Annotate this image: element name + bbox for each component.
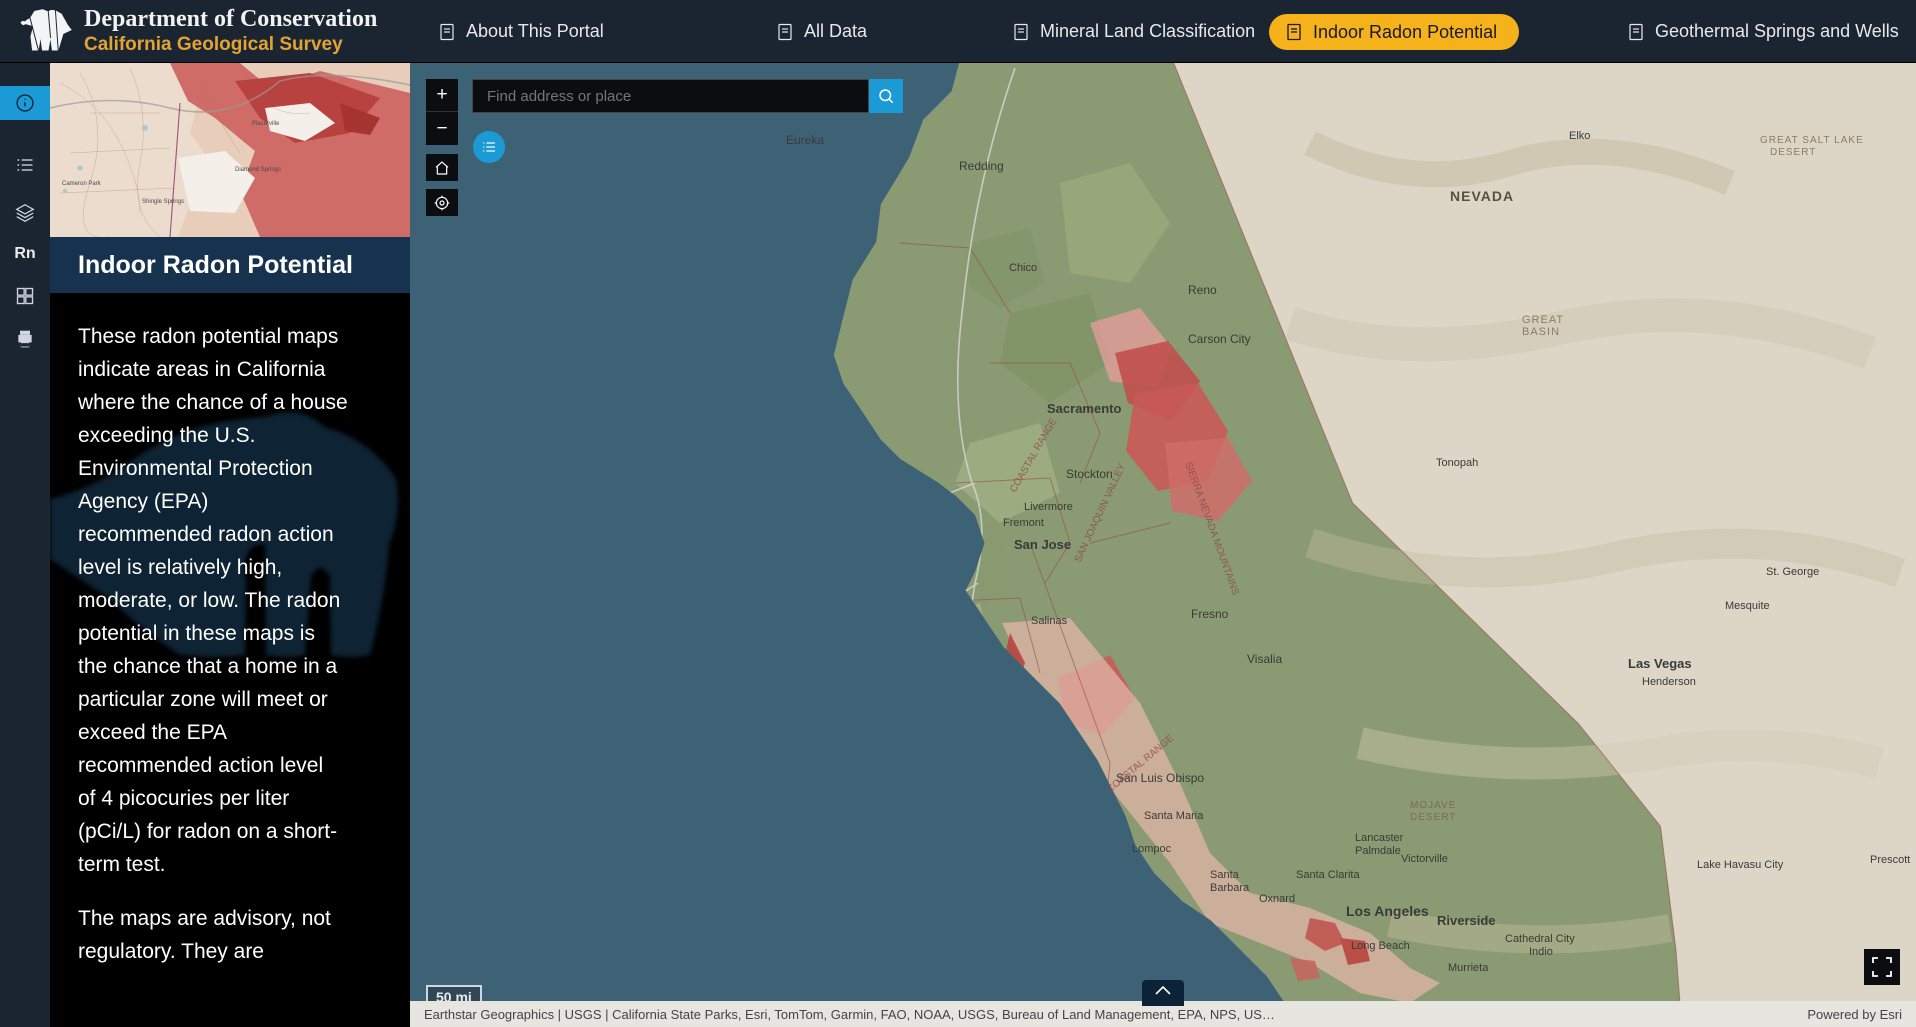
svg-text:Salinas: Salinas (1031, 615, 1068, 627)
svg-text:Diamond Springs: Diamond Springs (235, 167, 281, 173)
svg-text:Fresno: Fresno (1191, 607, 1229, 621)
svg-text:Fremont: Fremont (1003, 517, 1044, 529)
svg-text:Sacramento: Sacramento (1047, 401, 1121, 416)
svg-text:DESERT: DESERT (1770, 147, 1816, 158)
svg-text:Santa Maria: Santa Maria (1144, 810, 1204, 822)
svg-text:Elko: Elko (1569, 130, 1590, 142)
svg-text:Cathedral City: Cathedral City (1505, 933, 1575, 945)
svg-text:St. George: St. George (1766, 566, 1819, 578)
svg-text:BASIN: BASIN (1522, 326, 1560, 338)
svg-text:Barbara: Barbara (1210, 882, 1250, 894)
svg-text:Shingle Springs: Shingle Springs (142, 199, 184, 205)
svg-text:MOJAVE: MOJAVE (1410, 800, 1456, 811)
svg-text:Chico: Chico (1009, 262, 1037, 274)
svg-text:Santa Clarita: Santa Clarita (1296, 869, 1360, 881)
svg-text:GREAT: GREAT (1522, 314, 1564, 326)
svg-text:GREAT SALT LAKE: GREAT SALT LAKE (1760, 135, 1864, 146)
svg-text:San Jose: San Jose (1014, 537, 1071, 552)
svg-text:Lake Havasu City: Lake Havasu City (1697, 859, 1784, 871)
svg-text:Reno: Reno (1188, 283, 1217, 297)
svg-text:Santa: Santa (1210, 869, 1240, 881)
svg-text:Eureka: Eureka (786, 133, 824, 147)
svg-text:Cameron Park: Cameron Park (62, 181, 102, 187)
svg-text:Los Angeles: Los Angeles (1346, 903, 1429, 919)
svg-text:Stockton: Stockton (1066, 467, 1113, 481)
svg-text:Victorville: Victorville (1401, 853, 1448, 865)
svg-text:DESERT: DESERT (1410, 812, 1456, 823)
svg-text:Henderson: Henderson (1642, 676, 1696, 688)
svg-text:Visalia: Visalia (1247, 652, 1282, 666)
svg-text:Livermore: Livermore (1024, 501, 1073, 513)
svg-text:Las Vegas: Las Vegas (1628, 656, 1692, 671)
svg-text:Oxnard: Oxnard (1259, 893, 1295, 905)
svg-text:Palmdale: Palmdale (1355, 845, 1401, 857)
svg-text:Lancaster: Lancaster (1355, 832, 1404, 844)
svg-text:Placerville: Placerville (252, 121, 280, 127)
svg-text:Long Beach: Long Beach (1351, 940, 1410, 952)
svg-text:NEVADA: NEVADA (1450, 188, 1514, 204)
svg-text:Carson City: Carson City (1188, 332, 1251, 346)
svg-text:Indio: Indio (1529, 946, 1553, 958)
svg-text:Lompoc: Lompoc (1132, 843, 1172, 855)
svg-text:Prescott: Prescott (1870, 854, 1910, 866)
svg-text:Riverside: Riverside (1437, 913, 1496, 928)
svg-text:Murrieta: Murrieta (1448, 962, 1489, 974)
svg-text:Tonopah: Tonopah (1436, 457, 1478, 469)
svg-text:Redding: Redding (959, 159, 1004, 173)
svg-text:Mesquite: Mesquite (1725, 600, 1770, 612)
